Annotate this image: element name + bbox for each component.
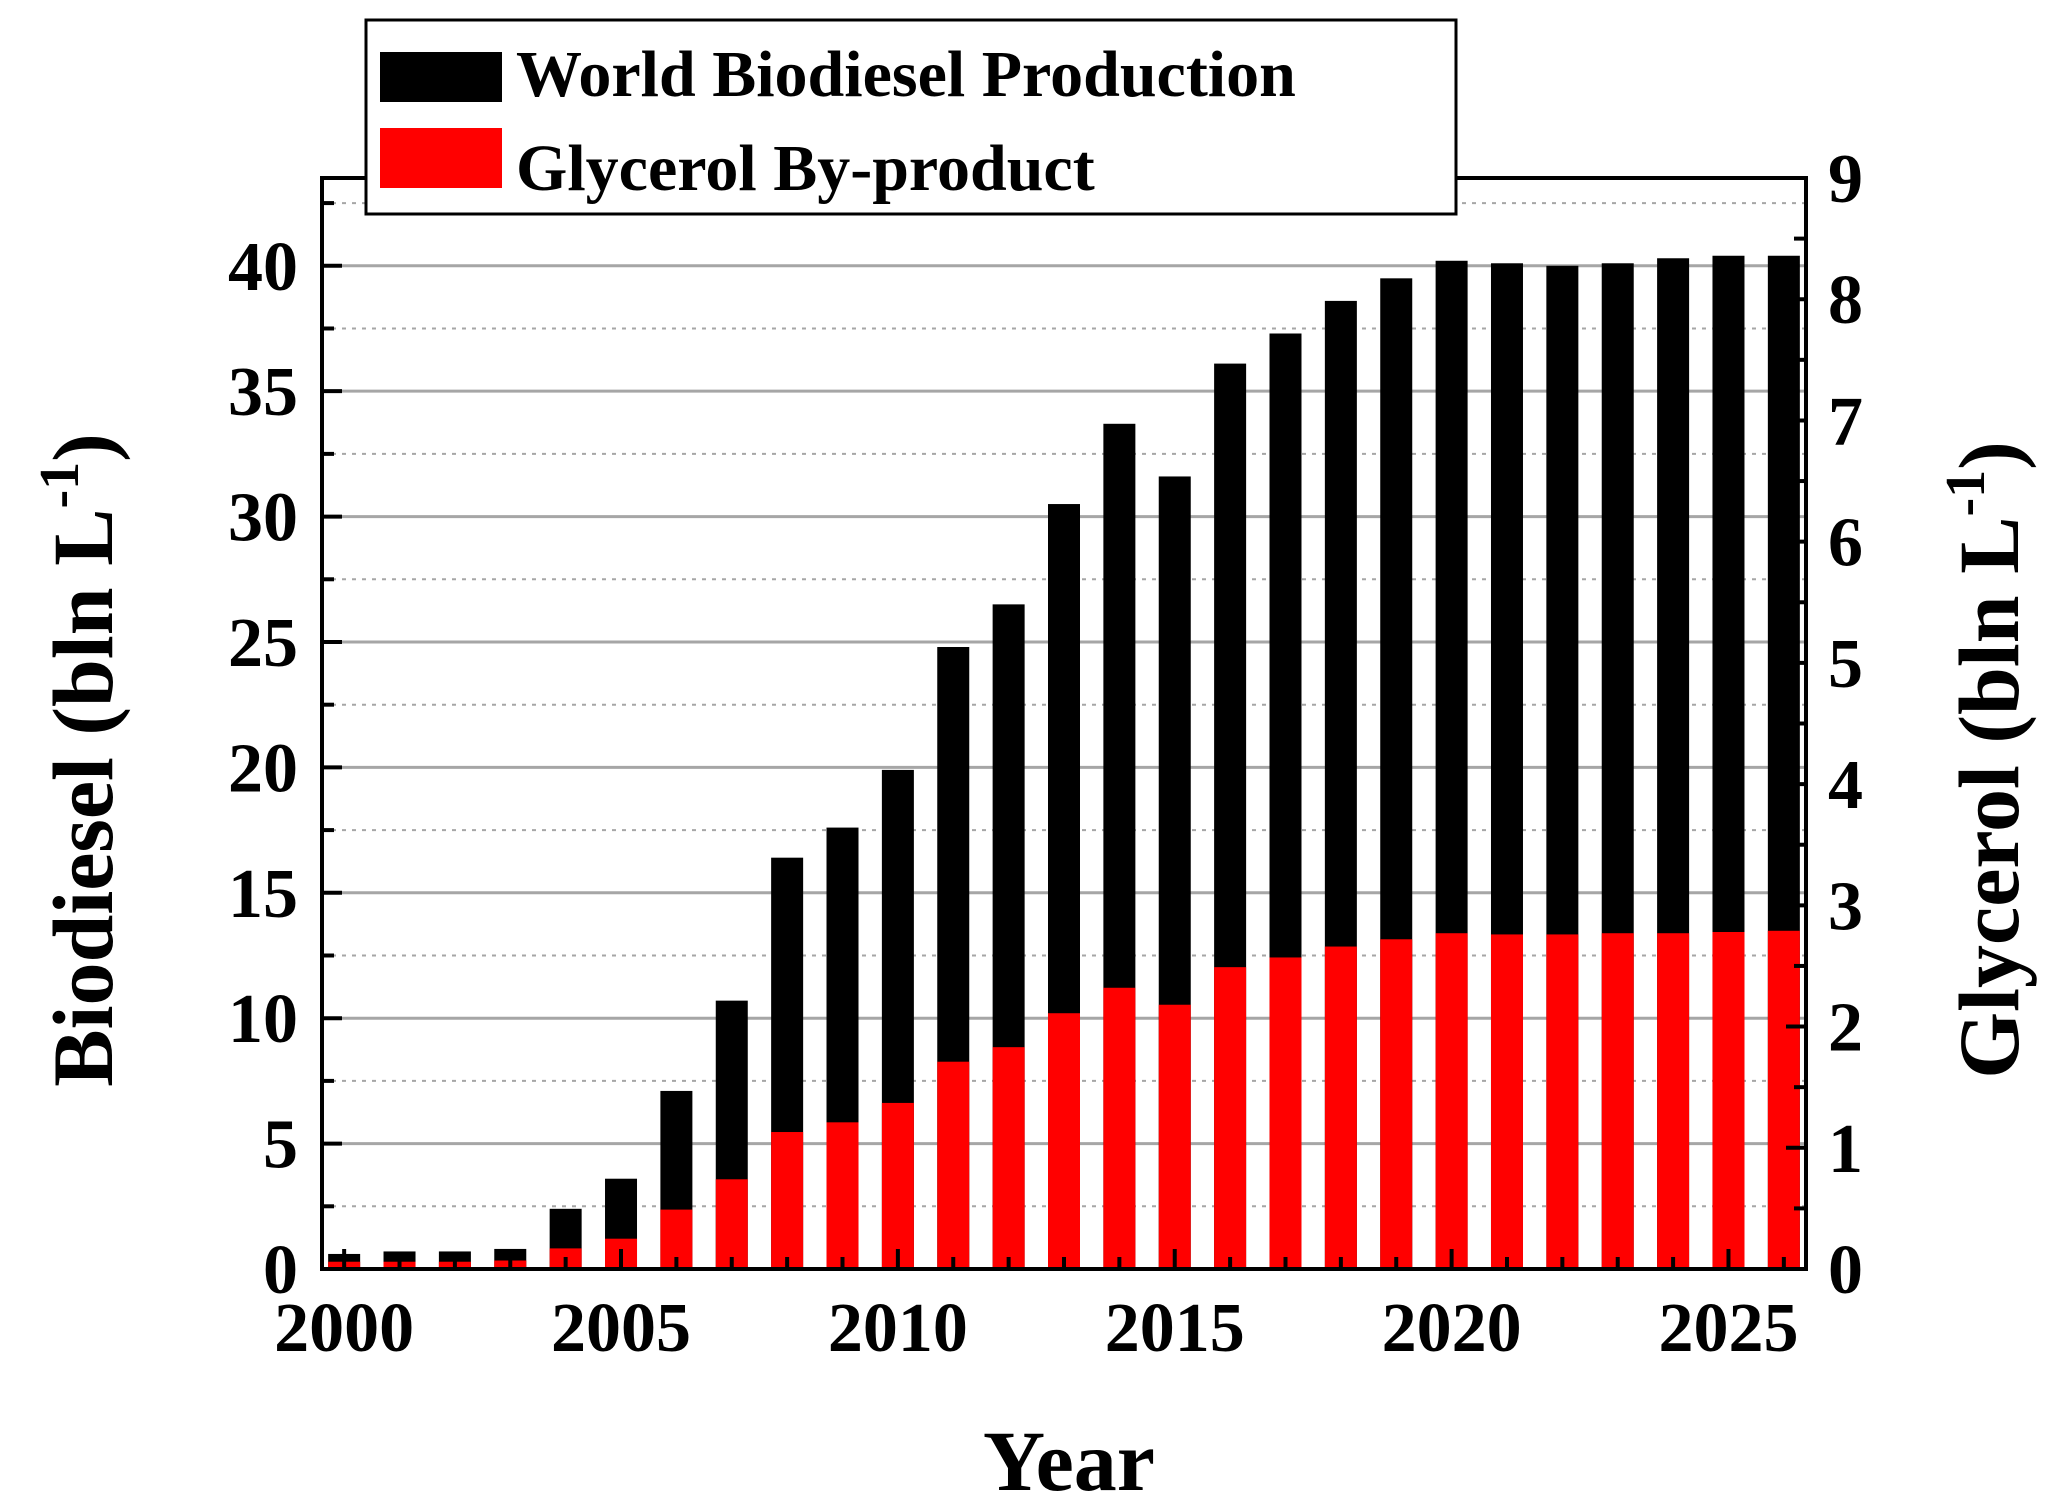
y-left-tick-label: 30	[228, 480, 298, 557]
y-left-tick-label: 15	[228, 856, 298, 933]
y-axis-right-title-superscript: -1	[1935, 470, 1997, 517]
glycerol-bar-2022	[1546, 934, 1579, 1269]
y-right-tick-label: 5	[1828, 626, 1863, 703]
legend-swatch-glycerol	[380, 128, 502, 188]
x-tick-label: 2015	[1105, 1290, 1245, 1367]
legend: World Biodiesel Production Glycerol By-p…	[364, 18, 1458, 216]
glycerol-bar-2026	[1767, 930, 1800, 1269]
glycerol-bar-2017	[1269, 957, 1302, 1269]
x-tick-label: 2025	[1658, 1290, 1798, 1367]
y-left-tick-label: 0	[263, 1232, 298, 1309]
legend-label-glycerol: Glycerol By-product	[516, 132, 1095, 205]
glycerol-bar-2010	[881, 1102, 914, 1269]
y-axis-right-title-main: Glycerol (bln L	[1941, 517, 2037, 1079]
glycerol-bar-2018	[1324, 946, 1357, 1269]
glycerol-bar-2020	[1435, 933, 1468, 1269]
y-right-tick-label: 7	[1828, 383, 1863, 460]
y-left-tick-label: 40	[228, 229, 298, 306]
legend-box	[364, 18, 1458, 216]
y-left-tick-label: 25	[228, 605, 298, 682]
y-axis-left-title-main: Biodiesel (bln L	[35, 509, 131, 1087]
glycerol-bar-2016	[1214, 967, 1247, 1269]
glycerol-bar-2009	[826, 1122, 859, 1269]
glycerol-bar-2021	[1490, 934, 1523, 1269]
x-axis-title: Year	[983, 1413, 1155, 1509]
y-axis-left-title: Biodiesel (bln L-1)	[29, 433, 131, 1087]
glycerol-bar-2023	[1601, 933, 1634, 1269]
glycerol-bar-2008	[771, 1132, 804, 1269]
y-right-tick-label: 1	[1828, 1111, 1863, 1188]
series-1	[328, 930, 1800, 1269]
glycerol-bar-2015	[1158, 1004, 1191, 1269]
glycerol-bar-2025	[1712, 932, 1745, 1269]
y-right-tick-label: 8	[1828, 262, 1863, 339]
x-tick-label: 2020	[1382, 1290, 1522, 1367]
glycerol-bar-2013	[1048, 1013, 1080, 1269]
y-axis-left-title-close: )	[35, 433, 131, 462]
y-right-tick-label: 6	[1828, 505, 1863, 582]
y-right-tick-label: 9	[1828, 141, 1863, 218]
y-left-tick-label: 5	[263, 1107, 298, 1184]
x-tick-label: 2010	[828, 1290, 968, 1367]
glycerol-bar-2007	[715, 1179, 748, 1269]
glycerol-bar-2014	[1103, 987, 1136, 1269]
y-right-tick-label: 2	[1828, 990, 1863, 1067]
tick-labels: 2000 2005 2010 2015 2020 20250510152025303540…	[228, 141, 1863, 1367]
glycerol-bar-2012	[992, 1047, 1025, 1269]
y-left-tick-label: 10	[228, 981, 298, 1058]
bar-series	[328, 255, 1800, 1270]
x-tick-label: 2000	[274, 1290, 414, 1367]
glycerol-bar-2011	[937, 1061, 970, 1269]
glycerol-bar-2019	[1380, 939, 1413, 1269]
y-axis-right-title-close: )	[1941, 441, 2037, 470]
y-right-tick-label: 3	[1828, 868, 1863, 945]
y-axis-right-title: Glycerol (bln L-1)	[1935, 441, 2037, 1079]
glycerol-bar-2024	[1657, 933, 1690, 1269]
y-right-tick-label: 4	[1828, 747, 1863, 824]
y-left-tick-label: 20	[228, 730, 298, 807]
legend-label-biodiesel: World Biodiesel Production	[516, 38, 1296, 111]
legend-swatch-biodiesel	[380, 52, 502, 102]
x-tick-label: 2005	[551, 1290, 691, 1367]
y-axis-left-title-superscript: -1	[29, 462, 91, 509]
y-left-tick-label: 35	[228, 354, 298, 431]
axis-ticks	[322, 176, 1806, 1271]
y-right-tick-label: 0	[1828, 1232, 1863, 1309]
